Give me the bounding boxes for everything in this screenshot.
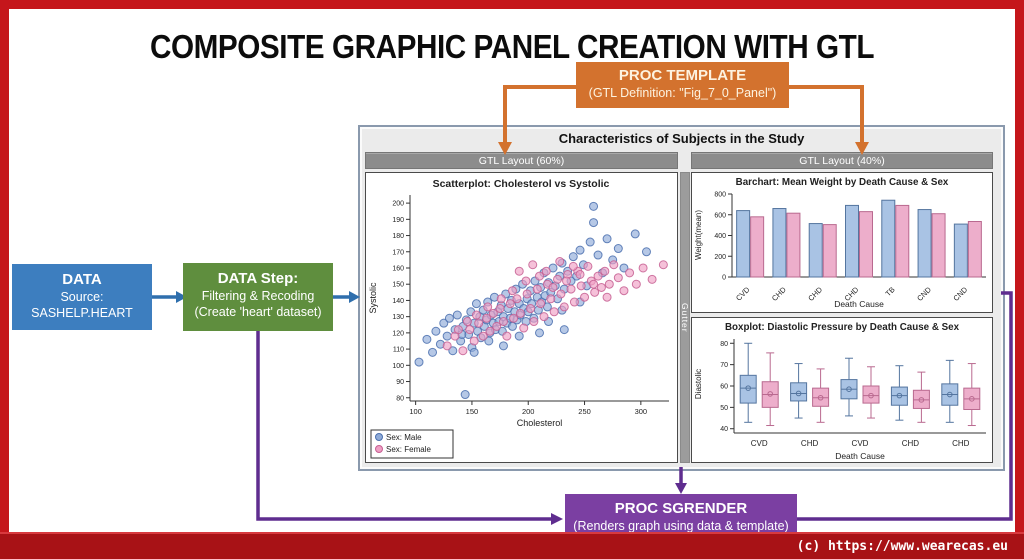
svg-text:170: 170 bbox=[392, 249, 404, 256]
gtl-layout-right-bar: GTL Layout (40%) bbox=[691, 152, 993, 169]
svg-text:200: 200 bbox=[522, 407, 535, 416]
svg-text:CVD: CVD bbox=[751, 439, 768, 448]
svg-text:Systolic: Systolic bbox=[368, 282, 378, 314]
svg-text:60: 60 bbox=[720, 384, 728, 391]
svg-text:140: 140 bbox=[392, 298, 404, 305]
svg-text:110: 110 bbox=[393, 347, 404, 354]
arrow-template-left bbox=[503, 85, 576, 142]
svg-text:250: 250 bbox=[578, 407, 591, 416]
arrow-template-right bbox=[789, 85, 864, 142]
line-sgrender-to-panel-right bbox=[797, 291, 1013, 521]
data-step-title: DATA Step: bbox=[217, 270, 299, 287]
svg-text:600: 600 bbox=[714, 212, 726, 219]
arrowhead-right-icon bbox=[551, 513, 563, 525]
arrowhead-right-icon bbox=[176, 291, 187, 303]
data-source-line2: Source: bbox=[60, 290, 104, 304]
svg-text:120: 120 bbox=[392, 330, 404, 337]
svg-text:Boxplot: Diastolic Pressure by: Boxplot: Diastolic Pressure by Death Cau… bbox=[725, 322, 960, 333]
svg-text:180: 180 bbox=[392, 233, 404, 240]
svg-text:0: 0 bbox=[722, 275, 726, 282]
proc-sgrender-title: PROC SGRENDER bbox=[614, 500, 748, 517]
data-source-box: DATA Source: SASHELP.HEART bbox=[12, 264, 152, 330]
proc-template-subtitle: (GTL Definition: "Fig_7_0_Panel") bbox=[588, 86, 777, 100]
svg-text:50: 50 bbox=[720, 405, 728, 412]
svg-text:Scatterplot: Cholesterol vs Sy: Scatterplot: Cholesterol vs Systolic bbox=[433, 178, 610, 190]
watermark-url: (c) https://www.wearecas.eu bbox=[796, 539, 1008, 554]
svg-text:200: 200 bbox=[714, 254, 726, 261]
svg-text:190: 190 bbox=[392, 217, 404, 224]
boxplot-diastolic-pressure: Boxplot: Diastolic Pressure by Death Cau… bbox=[691, 317, 993, 463]
data-source-line3: SASHELP.HEART bbox=[31, 306, 133, 320]
gtl-layout-left-bar: GTL Layout (60%) bbox=[365, 152, 678, 169]
proc-template-title: PROC TEMPLATE bbox=[618, 67, 747, 84]
svg-text:Sex: Female: Sex: Female bbox=[386, 445, 431, 454]
svg-text:Death Cause: Death Cause bbox=[835, 451, 885, 461]
svg-text:40: 40 bbox=[720, 426, 728, 433]
svg-text:100: 100 bbox=[392, 363, 404, 370]
svg-text:90: 90 bbox=[396, 379, 404, 386]
data-step-line2: Filtering & Recoding bbox=[201, 289, 315, 303]
arrowhead-right-icon bbox=[349, 291, 360, 303]
panel-title: Characteristics of Subjects in the Study bbox=[558, 131, 805, 146]
svg-text:80: 80 bbox=[396, 395, 404, 402]
svg-text:400: 400 bbox=[714, 233, 726, 240]
page-title: COMPOSITE GRAPHIC PANEL CREATION WITH GT… bbox=[149, 28, 875, 66]
svg-text:130: 130 bbox=[392, 314, 404, 321]
line-datastep-to-sgrender bbox=[256, 331, 551, 521]
svg-text:160: 160 bbox=[392, 265, 404, 272]
bottom-red-bar: (c) https://www.wearecas.eu bbox=[0, 532, 1024, 559]
svg-text:150: 150 bbox=[392, 282, 404, 289]
svg-text:CVD: CVD bbox=[852, 439, 869, 448]
svg-text:100: 100 bbox=[409, 407, 422, 416]
arrowhead-down-icon bbox=[675, 483, 687, 494]
proc-template-box: PROC TEMPLATE (GTL Definition: "Fig_7_0_… bbox=[576, 62, 789, 108]
svg-text:800: 800 bbox=[714, 192, 726, 199]
proc-sgrender-subtitle: (Renders graph using data & template) bbox=[573, 519, 789, 533]
svg-text:Cholesterol: Cholesterol bbox=[517, 418, 563, 428]
svg-text:Diastolic: Diastolic bbox=[694, 369, 703, 399]
arrowhead-down-icon bbox=[498, 142, 512, 155]
svg-text:200: 200 bbox=[392, 201, 404, 208]
svg-text:Barchart: Mean Weight by Death: Barchart: Mean Weight by Death Cause & S… bbox=[736, 177, 949, 188]
svg-text:300: 300 bbox=[635, 407, 648, 416]
svg-text:Sex: Male: Sex: Male bbox=[386, 433, 422, 442]
svg-text:80: 80 bbox=[720, 341, 728, 348]
data-step-box: DATA Step: Filtering & Recoding (Create … bbox=[183, 263, 333, 331]
composite-graph-panel: Characteristics of Subjects in the Study… bbox=[358, 125, 1005, 471]
svg-text:Weight(mean): Weight(mean) bbox=[694, 210, 703, 260]
gutter-bar: Gutter bbox=[680, 172, 690, 463]
arrowhead-down-icon bbox=[855, 142, 869, 155]
svg-text:150: 150 bbox=[466, 407, 479, 416]
data-source-title: DATA bbox=[62, 271, 102, 288]
svg-text:CHD: CHD bbox=[801, 439, 819, 448]
svg-text:70: 70 bbox=[720, 362, 728, 369]
barchart-mean-weight: Barchart: Mean Weight by Death Cause & S… bbox=[691, 172, 993, 313]
svg-text:Death Cause: Death Cause bbox=[834, 299, 884, 309]
svg-text:CHD: CHD bbox=[952, 439, 970, 448]
svg-text:CHD: CHD bbox=[902, 439, 920, 448]
scatterplot-cholesterol-vs-systolic: Scatterplot: Cholesterol vs Systolic Syst… bbox=[365, 172, 678, 463]
data-step-line3: (Create 'heart' dataset) bbox=[194, 305, 322, 319]
